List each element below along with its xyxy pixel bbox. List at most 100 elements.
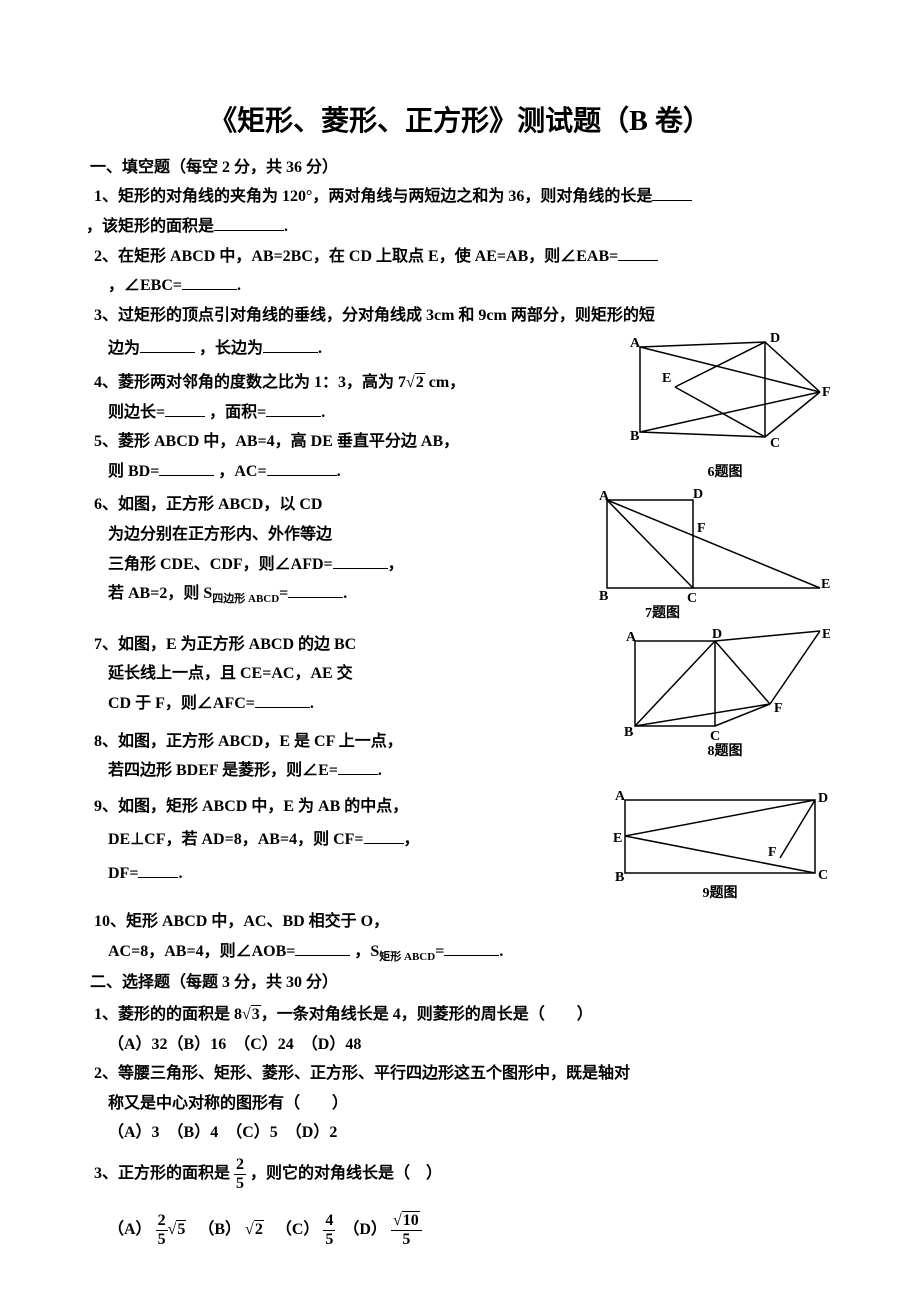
s2q1a: 1、菱形的的面积是 8	[94, 1006, 242, 1023]
q10b: AC=8，AB=4，则∠AOB= ，S矩形 ABCD=.	[94, 939, 830, 967]
s2q2o: （A）3 （B）4 （C）5 （D）2	[94, 1120, 830, 1146]
q4-text-b: cm，	[425, 374, 465, 391]
optB: （B）	[198, 1221, 241, 1238]
sqrt-3: √3	[242, 1002, 261, 1028]
blank	[288, 581, 343, 598]
period: .	[378, 762, 382, 779]
q6c: 三角形 CDE、CDF，则∠AFD= ，	[94, 552, 585, 578]
frac-4-5: 45	[323, 1212, 335, 1248]
label-A: A	[599, 489, 610, 504]
q1-text-b: ，该矩形的面积是	[86, 218, 214, 235]
label-D: D	[770, 332, 780, 346]
blank	[364, 827, 404, 844]
s2q1o: （A）32（B）16 （C）24 （D）48	[94, 1032, 830, 1058]
q6b: 为边分别在正方形内、外作等边	[94, 522, 585, 548]
optD: （D）	[343, 1221, 387, 1238]
blank	[263, 336, 318, 353]
s2q3: 3、正方形的面积是 25 ，则它的对角线长是（ ）	[94, 1156, 830, 1192]
blank	[295, 939, 350, 956]
q2-text-b: ，∠EBC=	[108, 277, 182, 294]
s2q2b: 称又是中心对称的图形有（ ）	[94, 1091, 830, 1117]
q8b1: 若四边形 BDEF 是菱形，则∠E=	[108, 762, 338, 779]
q6d2: =	[279, 585, 288, 602]
period: .	[178, 865, 182, 882]
q5: 5、菱形 ABCD 中，AB=4，高 DE 垂直平分边 AB，	[94, 429, 610, 455]
q9b: DE⊥CF，若 AD=8，AB=4，则 CF=，	[94, 827, 600, 853]
q1-text-a: 1、矩形的对角线的夹角为 120°，两对角线与两短边之和为 36，则对角线的长是	[94, 188, 652, 205]
label-D: D	[818, 791, 828, 806]
q10csub: 矩形 ABCD	[379, 951, 435, 963]
q4-text-a: 4、菱形两对邻角的度数之比为 1：3，高为 7	[94, 374, 406, 391]
blank	[444, 939, 499, 956]
label-A: A	[615, 789, 626, 804]
blank	[214, 214, 284, 231]
label-C: C	[710, 729, 720, 741]
q2: 2、在矩形 ABCD 中，AB=2BC，在 CD 上取点 E，使 AE=AB，则…	[94, 244, 830, 270]
q9c: ，	[404, 831, 420, 848]
q10a: 10、矩形 ABCD 中，AC、BD 相交于 O，	[94, 913, 389, 930]
fig7-svg: A D B C E F	[595, 488, 830, 603]
optC: （C）	[276, 1221, 320, 1238]
frac-sqrt10-5: √105	[391, 1212, 422, 1248]
label-F: F	[768, 845, 777, 860]
q5-text-a: 5、菱形 ABCD 中，AB=4，高 DE 垂直平分边 AB，	[94, 433, 459, 450]
blank	[338, 758, 378, 775]
q7c1: CD 于 F，则∠AFC=	[108, 695, 255, 712]
q8a: 8、如图，正方形 ABCD，E 是 CF 上一点，	[94, 733, 403, 750]
q6c1: 三角形 CDE、CDF，则∠AFD=	[108, 556, 333, 573]
label-C: C	[818, 868, 828, 883]
label-F: F	[822, 385, 830, 400]
label-B: B	[615, 870, 624, 883]
s2q2a: 2、等腰三角形、矩形、菱形、正方形、平行四边形这五个图形中，既是轴对	[94, 1065, 630, 1082]
blank	[165, 400, 205, 417]
section2-heading: 二、选择题（每题 3 分，共 30 分）	[90, 970, 830, 996]
figure-8: A D B C E F 8题图	[610, 626, 830, 763]
s2q3a: 3、正方形的面积是	[94, 1165, 230, 1182]
q8b: 若四边形 BDEF 是菱形，则∠E=.	[94, 758, 610, 784]
q6d1: 若 AB=2，则 S	[108, 585, 212, 602]
q6dsub: 四边形 ABCD	[212, 593, 279, 605]
q9d: DF=.	[94, 861, 600, 887]
q3: 3、过矩形的顶点引对角线的垂线，分对角线成 3cm 和 9cm 两部分，则矩形的…	[94, 303, 830, 329]
label-F: F	[697, 521, 706, 536]
period: .	[284, 218, 288, 235]
fig8-svg: A D B C E F	[620, 626, 830, 741]
blank	[182, 273, 237, 290]
q6d: 若 AB=2，则 S四边形 ABCD=.	[94, 581, 585, 609]
q9: 9、如图，矩形 ABCD 中，E 为 AB 的中点，	[94, 794, 600, 820]
q6a: 6、如图，正方形 ABCD，以 CD	[94, 496, 322, 513]
label-E: E	[662, 371, 671, 386]
q1-cont: ，该矩形的面积是.	[86, 214, 830, 240]
q10b1: AC=8，AB=4，则∠AOB=	[108, 943, 295, 960]
q5-cont: 则 BD= ，AC=.	[94, 459, 610, 485]
period: .	[318, 340, 322, 357]
q7: 7、如图，E 为正方形 ABCD 的边 BC	[94, 632, 610, 658]
label-E: E	[821, 577, 830, 592]
blank	[159, 459, 214, 476]
frac-2-5b: 25	[156, 1212, 168, 1248]
label-B: B	[599, 589, 608, 603]
q7c: CD 于 F，则∠AFC=.	[94, 691, 610, 717]
sqrt-2b: √2	[245, 1217, 264, 1243]
s2q3o: （A） 25√5 （B） √2 （C） 45 （D） √105	[94, 1212, 830, 1248]
label-D: D	[712, 627, 722, 642]
q4-text-d: ，面积=	[209, 404, 266, 421]
section1-heading: 一、填空题（每空 2 分，共 36 分）	[90, 155, 830, 181]
figure-7: A D B C E F 7题图	[585, 488, 830, 625]
period: .	[337, 463, 341, 480]
q3-cont: 边为 ，长边为.	[94, 336, 610, 362]
fig8-caption: 8题图	[620, 741, 830, 763]
figure-6: A D B C E F 6题图	[610, 332, 830, 484]
s2q1b: ，一条对角线长是 4，则菱形的周长是（ ）	[261, 1006, 593, 1023]
label-F: F	[774, 701, 783, 716]
q6c2: ，	[388, 556, 404, 573]
q10: 10、矩形 ABCD 中，AC、BD 相交于 O，	[94, 909, 830, 935]
q4: 4、菱形两对邻角的度数之比为 1：3，高为 7√2 cm，	[94, 370, 610, 396]
label-B: B	[630, 429, 639, 444]
q9a: 9、如图，矩形 ABCD 中，E 为 AB 的中点，	[94, 798, 408, 815]
q4-text-c: 则边长=	[108, 404, 165, 421]
blank	[652, 184, 692, 201]
period: .	[321, 404, 325, 421]
q7b: 延长线上一点，且 CE=AC，AE 交	[94, 661, 610, 687]
q1: 1、矩形的对角线的夹角为 120°，两对角线与两短边之和为 36，则对角线的长是	[94, 184, 830, 210]
